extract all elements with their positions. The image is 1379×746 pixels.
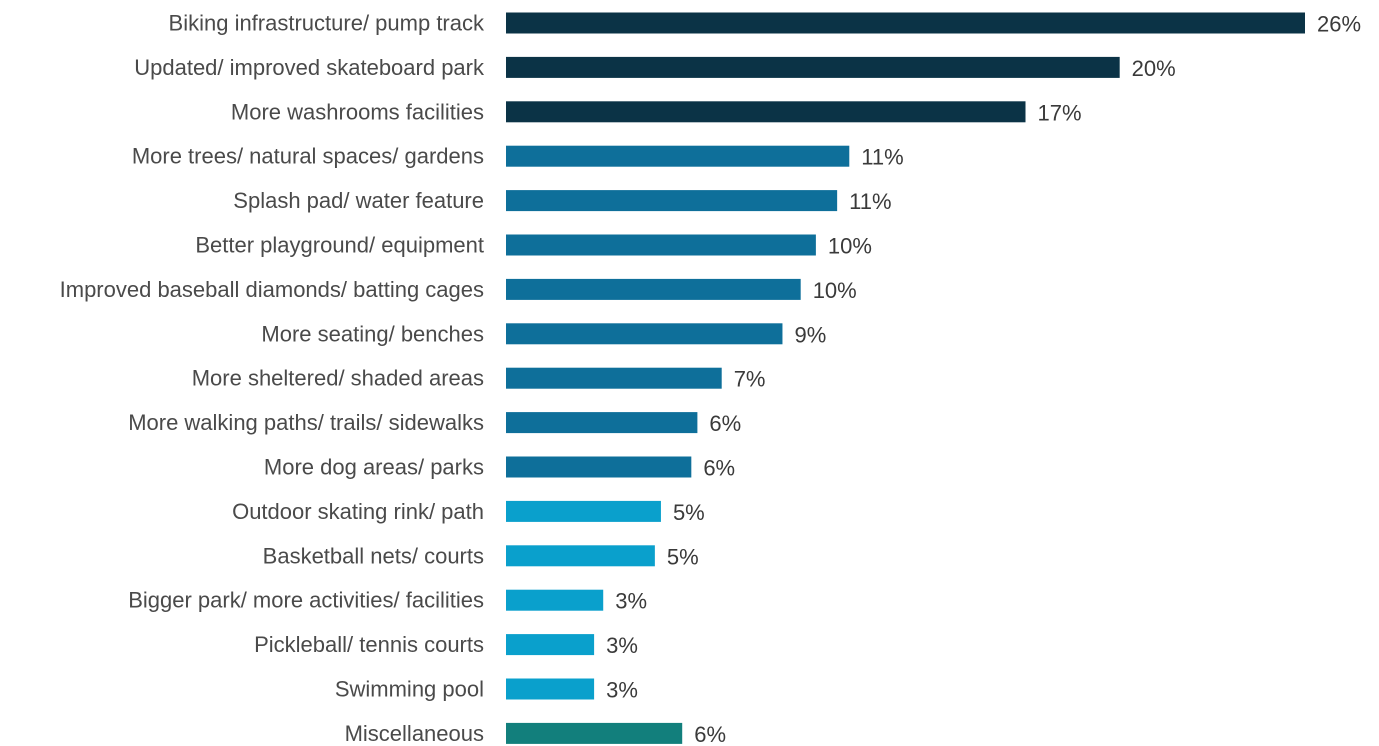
bar — [506, 190, 838, 212]
category-label: Updated/ improved skateboard park — [134, 55, 485, 80]
value-label: 3% — [606, 678, 638, 703]
value-label: 5% — [667, 544, 699, 569]
value-label: 6% — [694, 722, 726, 746]
category-label: Bigger park/ more activities/ facilities — [128, 588, 484, 613]
bar — [506, 500, 661, 522]
value-label: 5% — [673, 500, 705, 525]
category-label: Pickleball/ tennis courts — [254, 632, 484, 657]
bar — [506, 634, 595, 656]
category-label: More seating/ benches — [261, 321, 484, 346]
value-label: 11% — [861, 145, 903, 170]
value-label: 9% — [794, 322, 826, 347]
bar — [506, 678, 595, 700]
value-label: 20% — [1132, 56, 1176, 81]
category-label: Basketball nets/ courts — [263, 543, 484, 568]
bar — [506, 56, 1120, 78]
value-label: 3% — [615, 589, 647, 614]
category-label: More walking paths/ trails/ sidewalks — [128, 410, 484, 435]
value-label: 7% — [734, 367, 766, 392]
bar — [506, 101, 1026, 123]
bar — [506, 412, 698, 434]
category-label: Miscellaneous — [345, 721, 484, 746]
value-label: 26% — [1317, 12, 1361, 37]
category-label: Better playground/ equipment — [195, 233, 484, 258]
value-label: 10% — [813, 278, 857, 303]
bar — [506, 722, 683, 744]
category-label: More trees/ natural spaces/ gardens — [132, 144, 484, 169]
value-label: 6% — [709, 411, 741, 436]
bar — [506, 12, 1305, 34]
bar — [506, 145, 850, 167]
category-label: More sheltered/ shaded areas — [192, 366, 484, 391]
bar — [506, 545, 655, 567]
category-label: Swimming pool — [335, 677, 484, 702]
bar — [506, 234, 816, 256]
value-label: 10% — [828, 234, 872, 259]
bar — [506, 456, 692, 478]
value-label: 3% — [606, 633, 638, 658]
category-label: Improved baseball diamonds/ batting cage… — [60, 277, 484, 302]
category-label: Biking infrastructure/ pump track — [169, 11, 485, 36]
category-label: Outdoor skating rink/ path — [232, 499, 484, 524]
category-label: More washrooms facilities — [231, 99, 484, 124]
value-label: 11% — [849, 189, 891, 214]
value-label: 17% — [1038, 100, 1082, 125]
bar — [506, 589, 604, 611]
bar — [506, 323, 783, 345]
value-label: 6% — [703, 456, 735, 481]
bar — [506, 278, 801, 300]
category-label: Splash pad/ water feature — [233, 188, 484, 213]
bar — [506, 367, 722, 389]
category-label: More dog areas/ parks — [264, 455, 484, 480]
